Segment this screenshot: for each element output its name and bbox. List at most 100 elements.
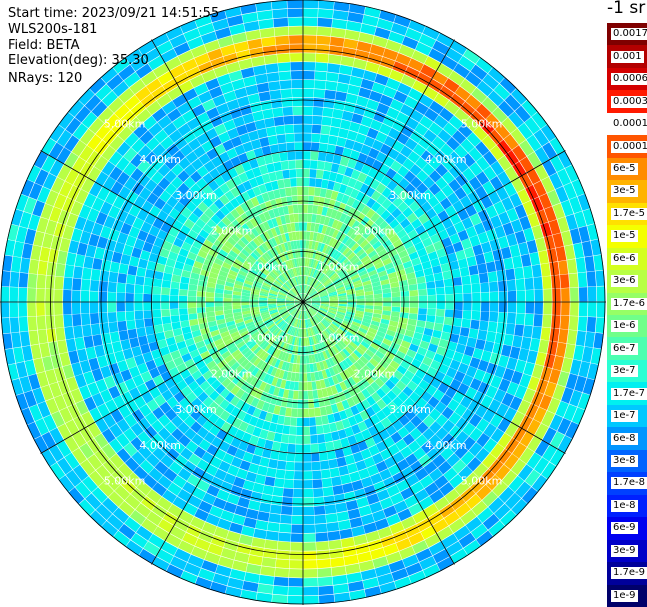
- heatmap-cell: [520, 431, 534, 447]
- heatmap-cell: [230, 208, 240, 219]
- heatmap-cell: [263, 548, 277, 559]
- heatmap-cell: [331, 335, 339, 343]
- heatmap-cell: [174, 136, 188, 150]
- heatmap-cell: [120, 110, 136, 126]
- heatmap-cell: [191, 397, 203, 409]
- heatmap-cell: [346, 265, 355, 273]
- heatmap-cell: [429, 100, 444, 115]
- heatmap-cell: [410, 481, 424, 495]
- heatmap-cell: [161, 203, 174, 215]
- heatmap-cell: [321, 225, 328, 235]
- heatmap-cell: [286, 315, 293, 324]
- heatmap-cell: [422, 403, 435, 415]
- heatmap-cell: [234, 280, 244, 286]
- heatmap-cell: [368, 371, 379, 381]
- heatmap-cell: [97, 186, 110, 201]
- heatmap-cell: [99, 322, 110, 334]
- colorbar-tick-label: 6e-6: [611, 252, 638, 265]
- heatmap-cell: [144, 425, 158, 439]
- heatmap-cell: [184, 358, 195, 369]
- heatmap-cell: [320, 303, 329, 306]
- heatmap-cell: [128, 204, 141, 217]
- heatmap-cell: [360, 378, 370, 388]
- colorbar-tick-label: 0.00017: [611, 118, 647, 131]
- heatmap-cell: [275, 216, 283, 226]
- heatmap-cell: [321, 469, 331, 479]
- heatmap-cell: [328, 308, 337, 313]
- heatmap-cell: [278, 292, 287, 297]
- heatmap-cell: [389, 521, 405, 535]
- heatmap-cell: [167, 482, 182, 496]
- heatmap-cell: [299, 231, 303, 240]
- heatmap-cell: [174, 454, 188, 468]
- heatmap-cell: [452, 317, 462, 327]
- heatmap-cell: [339, 270, 348, 278]
- heatmap-cell: [278, 369, 285, 379]
- colorbar-tick-label: 3e-5: [611, 185, 638, 198]
- heatmap-cell: [523, 388, 536, 403]
- heatmap-cell: [143, 541, 161, 557]
- heatmap-cell: [299, 319, 302, 328]
- heatmap-cell: [112, 507, 130, 524]
- heatmap-cell: [524, 313, 534, 326]
- heatmap-cell: [88, 117, 104, 134]
- heatmap-cell: [317, 389, 324, 399]
- heatmap-cell: [271, 594, 288, 604]
- heatmap-cell: [332, 345, 340, 354]
- heatmap-cell: [347, 207, 356, 217]
- heatmap-cell: [407, 318, 417, 326]
- heatmap-cell: [397, 426, 410, 439]
- heatmap-cell: [172, 94, 187, 108]
- heatmap-cell: [215, 288, 224, 294]
- heatmap-cell: [375, 151, 388, 163]
- heatmap-cell: [46, 328, 57, 343]
- heatmap-cell: [464, 117, 479, 132]
- heatmap-cell: [241, 307, 251, 312]
- heatmap-cell: [289, 35, 303, 44]
- heatmap-cell: [338, 339, 347, 348]
- heatmap-cell: [188, 380, 200, 392]
- heatmap-cell: [368, 444, 380, 456]
- heatmap-cell: [328, 270, 336, 279]
- heatmap-cell: [387, 444, 400, 456]
- heatmap-cell: [408, 19, 426, 34]
- heatmap-cell: [531, 326, 542, 340]
- heatmap-cell: [277, 319, 285, 327]
- heatmap-cell: [488, 67, 505, 84]
- heatmap-cell: [275, 378, 283, 388]
- heatmap-cell: [465, 365, 478, 378]
- heatmap-cell: [205, 342, 216, 351]
- heatmap-cell: [318, 310, 327, 315]
- heatmap-cell: [259, 303, 268, 307]
- heatmap-cell: [384, 333, 394, 342]
- heatmap-cell: [336, 266, 344, 274]
- heatmap-cell: [97, 403, 111, 418]
- heatmap-cell: [439, 503, 455, 518]
- heatmap-cell: [215, 564, 232, 577]
- heatmap-cell: [334, 331, 343, 340]
- heatmap-cell: [268, 302, 277, 304]
- heatmap-cell: [403, 354, 414, 364]
- heatmap-cell: [353, 245, 363, 255]
- heatmap-cell: [240, 391, 250, 402]
- heatmap-cell: [82, 267, 92, 280]
- heatmap-cell: [347, 84, 361, 96]
- heatmap-cell: [367, 250, 378, 259]
- heatmap-cell: [328, 291, 337, 295]
- heatmap-cell: [250, 309, 260, 313]
- heatmap-cell: [16, 361, 28, 378]
- heatmap-cell: [361, 321, 371, 328]
- heatmap-cell: [118, 523, 136, 540]
- heatmap-cell: [116, 433, 130, 448]
- heatmap-cell: [262, 314, 271, 320]
- heatmap-cell: [314, 514, 327, 524]
- heatmap-cell: [455, 502, 471, 518]
- heatmap-cell: [391, 306, 401, 312]
- heatmap-cell: [270, 325, 278, 334]
- heatmap-cell: [291, 336, 296, 345]
- heatmap-cell: [303, 88, 314, 98]
- heatmap-cell: [28, 214, 41, 231]
- heatmap-cell: [363, 283, 373, 289]
- heatmap-cell: [45, 315, 55, 329]
- heatmap-cell: [242, 289, 251, 294]
